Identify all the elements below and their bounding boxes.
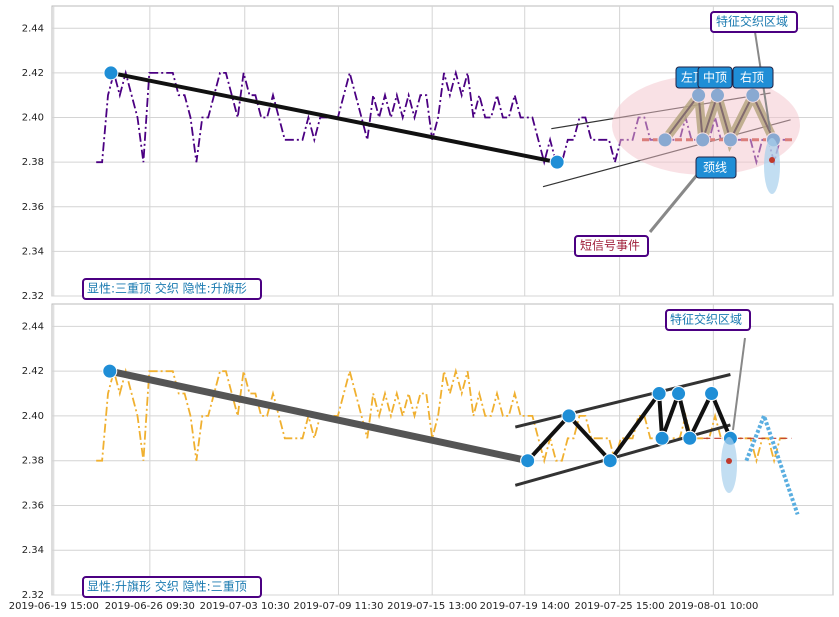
- label-box: [710, 11, 798, 33]
- pointer: [732, 337, 746, 431]
- pattern-point: [561, 408, 577, 424]
- label-box: [697, 66, 733, 89]
- pattern-legend: 显性:三重顶 交织 隐性:升旗形: [87, 281, 247, 296]
- label-box: [695, 156, 737, 179]
- price-line: [96, 367, 786, 465]
- annotation: 特征交织区域: [716, 14, 788, 29]
- pattern-point: [704, 386, 720, 402]
- x-tick-label: 2019-07-25 15:00: [575, 601, 665, 612]
- x-tick-label: 2019-06-19 15:00: [9, 601, 99, 612]
- x-tick-label: 2019-07-09 11:30: [293, 601, 383, 612]
- x-tick-label: 2019-07-19 14:00: [480, 601, 570, 612]
- y-tick-label: 2.36: [22, 202, 44, 213]
- x-tick-label: 2019-06-26 09:30: [105, 601, 195, 612]
- channel-line: [514, 423, 731, 487]
- pattern-point: [602, 453, 618, 469]
- annotation: 特征交织区域: [670, 312, 742, 327]
- pattern-point: [102, 363, 118, 379]
- signal-dot: [769, 157, 775, 163]
- pattern-legend: 显性:升旗形 交织 隐性:三重顶: [87, 579, 247, 594]
- y-tick-label: 2.38: [22, 157, 44, 168]
- label-box: [732, 66, 774, 89]
- y-tick-label: 2.34: [22, 246, 44, 257]
- y-tick-label: 2.38: [22, 456, 44, 467]
- annotation: 右顶: [740, 70, 764, 85]
- legend-box: [82, 576, 262, 598]
- label-box: [665, 309, 751, 331]
- x-tick-label: 2019-08-01 10:00: [668, 601, 758, 612]
- pattern-point: [671, 386, 687, 402]
- flag-line: [744, 410, 800, 516]
- legend-box: [82, 278, 262, 300]
- x-tick-label: 2019-07-15 13:00: [387, 601, 477, 612]
- annotation: 颈线: [703, 161, 727, 175]
- x-tick-label: 2019-07-03 10:30: [200, 601, 290, 612]
- pointer: [648, 174, 699, 233]
- trend-line: [109, 367, 529, 465]
- signal-blob: [764, 138, 780, 194]
- y-tick-label: 2.44: [22, 321, 44, 332]
- y-tick-label: 2.42: [22, 366, 44, 377]
- y-tick-label: 2.36: [22, 500, 44, 511]
- annotation: 中顶: [703, 70, 727, 85]
- signal-blob: [721, 437, 737, 493]
- pattern-line: [526, 386, 733, 464]
- pattern-point: [682, 430, 698, 446]
- trend-line: [110, 70, 558, 165]
- channel-line: [514, 373, 731, 429]
- y-tick-label: 2.32: [22, 291, 44, 302]
- y-tick-label: 2.32: [22, 590, 44, 601]
- annotation: 短信号事件: [580, 239, 640, 253]
- y-tick-label: 2.40: [22, 411, 44, 422]
- pattern-point: [651, 386, 667, 402]
- pattern-point: [654, 430, 670, 446]
- pattern-point: [549, 154, 565, 170]
- y-tick-label: 2.44: [22, 23, 44, 34]
- zone: [612, 75, 800, 175]
- pattern-point: [520, 453, 536, 469]
- label-box: [574, 235, 649, 257]
- pattern-point: [103, 65, 119, 81]
- y-tick-label: 2.42: [22, 68, 44, 79]
- y-tick-label: 2.34: [22, 545, 44, 556]
- panel-frame: [51, 303, 834, 596]
- y-tick-label: 2.40: [22, 113, 44, 124]
- signal-dot: [726, 458, 732, 464]
